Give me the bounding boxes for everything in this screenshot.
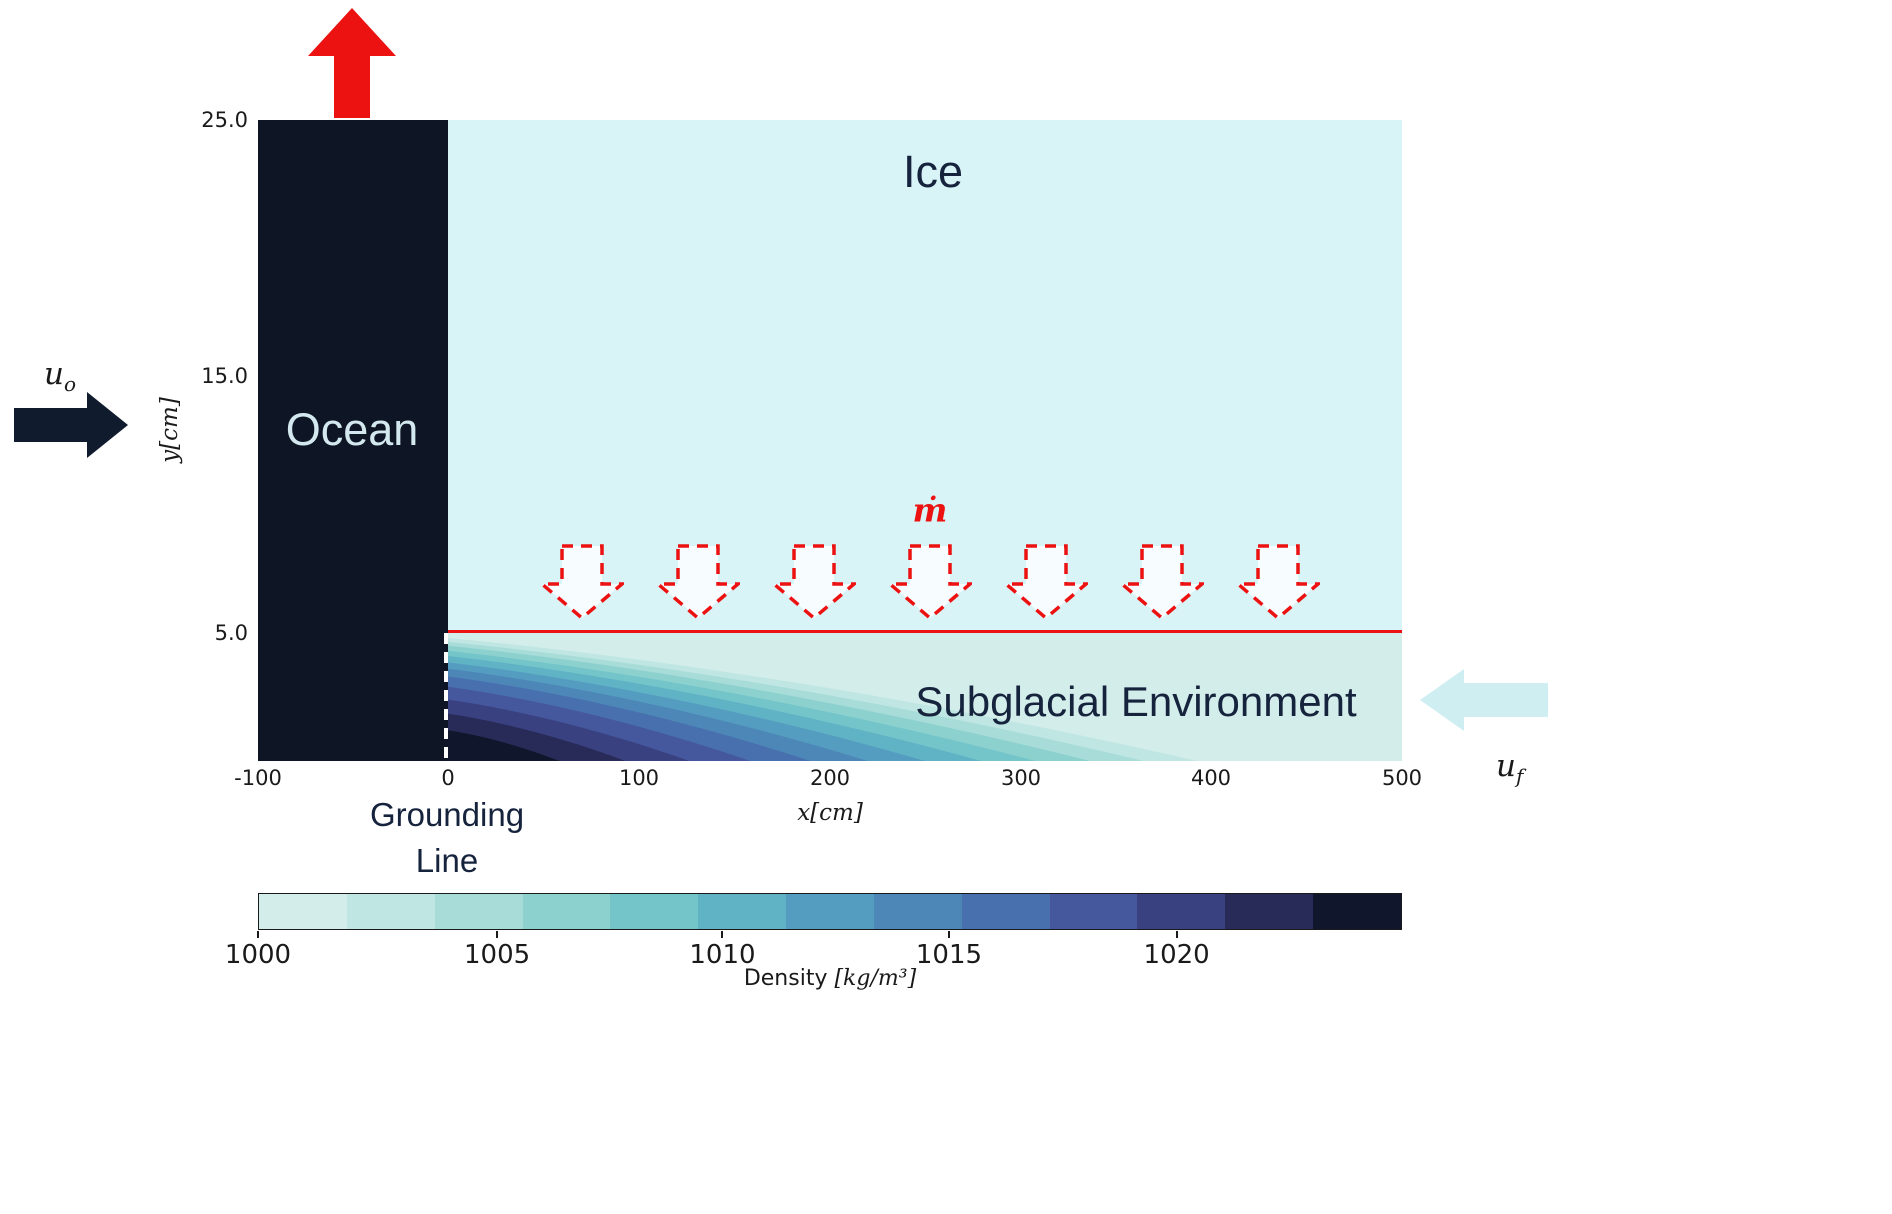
- colorbar-tick-label: 1015: [915, 940, 983, 970]
- colorbar-segment: [698, 894, 787, 929]
- grounding-line-label: Grounding Line: [370, 792, 524, 883]
- ocean-velocity-symbol: u: [44, 356, 64, 392]
- colorbar-tick-mark: [257, 931, 259, 938]
- ocean-inflow-arrow-icon: [14, 392, 128, 458]
- ice-label: Ice: [902, 146, 964, 197]
- colorbar-segment: [1137, 894, 1226, 929]
- y-tick-15: 15.0: [201, 364, 248, 388]
- melt-down-arrow-icon: [540, 544, 624, 620]
- melt-down-arrow-icon: [1120, 544, 1204, 620]
- x-tick-400: 400: [1190, 766, 1232, 790]
- colorbar-tick-label: 1020: [1143, 940, 1210, 970]
- colorbar-ticks: 1000 1005 1010 1015 1020: [225, 931, 1402, 977]
- colorbar-tick-label: 1005: [464, 940, 531, 970]
- y-tick-5: 5.0: [214, 621, 248, 645]
- density-band: [448, 730, 560, 761]
- melt-down-arrow-icon: [1236, 544, 1320, 620]
- freshwater-inflow-arrow-icon: [1420, 669, 1548, 731]
- freshwater-velocity-symbol: u: [1496, 748, 1516, 784]
- colorbar-tick-mark: [947, 931, 950, 938]
- x-axis-label: x[cm]: [797, 800, 863, 826]
- colorbar-segment: [1049, 894, 1138, 929]
- ocean-region: [258, 120, 448, 761]
- freshwater-velocity-label: uf: [1496, 748, 1523, 788]
- colorbar-segment: [961, 894, 1050, 929]
- colorbar-tick-mark: [496, 931, 499, 938]
- y-axis-label: y[cm]: [157, 397, 183, 463]
- grounding-line-label-line1: Grounding: [369, 796, 525, 833]
- colorbar-tick-mark: [1175, 931, 1178, 938]
- colorbar-label: Density [kg/m³]: [744, 966, 916, 991]
- colorbar-segment: [1225, 894, 1314, 929]
- colorbar-tick-label: 1000: [224, 940, 292, 970]
- x-tick-neg100: -100: [234, 766, 282, 790]
- colorbar-segment: [873, 894, 962, 929]
- colorbar-segment: [786, 894, 874, 929]
- x-tick-0: 0: [441, 766, 455, 790]
- colorbar-label-text: Density: [743, 966, 835, 991]
- x-tick-100: 100: [618, 766, 660, 790]
- colorbar-segment: [346, 894, 435, 929]
- ocean-velocity-label: uo: [44, 356, 76, 396]
- melt-rate-label: ṁ: [912, 490, 948, 530]
- melt-down-arrow-icon: [888, 544, 972, 620]
- ocean-label: Ocean: [285, 404, 419, 455]
- colorbar-tick-mark: [721, 931, 724, 938]
- outflow-up-arrow-icon: [308, 8, 396, 118]
- melt-down-arrow-icon: [772, 544, 856, 620]
- colorbar-segment: [259, 894, 347, 929]
- colorbar-segment: [1313, 894, 1401, 929]
- melt-down-arrow-icon: [1004, 544, 1088, 620]
- colorbar-segment: [522, 894, 611, 929]
- colorbar-segment: [610, 894, 699, 929]
- ice-base-line: [448, 630, 1402, 633]
- colorbar-gradient: [258, 893, 1402, 930]
- grounding-line-label-line2: Line: [415, 841, 479, 879]
- colorbar-label-units: [kg/m³]: [834, 966, 917, 991]
- ocean-velocity-subscript: o: [63, 372, 77, 397]
- x-tick-500: 500: [1381, 766, 1423, 790]
- colorbar-segment: [434, 894, 523, 929]
- subglacial-environment-label: Subglacial Environment: [915, 678, 1357, 725]
- colorbar-tick-label: 1010: [689, 940, 756, 970]
- freshwater-velocity-subscript: f: [1515, 764, 1524, 789]
- x-tick-200: 200: [809, 766, 851, 790]
- subglacial-contours: [448, 633, 1402, 761]
- melt-arrows: [540, 544, 1320, 620]
- x-tick-300: 300: [1000, 766, 1042, 790]
- grounding-line-dashed: [444, 633, 448, 759]
- melt-down-arrow-icon: [656, 544, 740, 620]
- y-tick-25: 25.0: [201, 108, 248, 132]
